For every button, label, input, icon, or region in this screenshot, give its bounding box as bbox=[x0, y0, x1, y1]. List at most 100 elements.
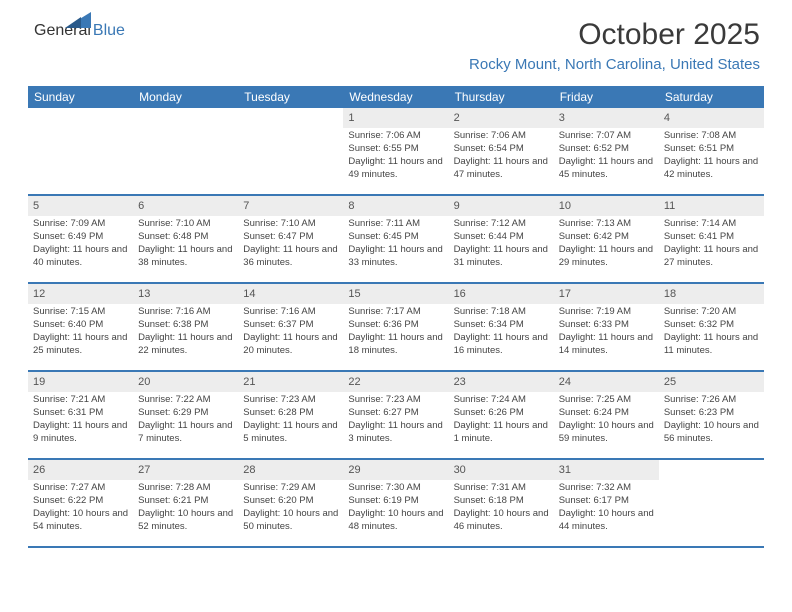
daylight-line: Daylight: 11 hours and 14 minutes. bbox=[559, 332, 654, 358]
sunrise-line: Sunrise: 7:25 AM bbox=[559, 394, 654, 407]
sunset-line: Sunset: 6:23 PM bbox=[664, 407, 759, 420]
daylight-line: Daylight: 10 hours and 44 minutes. bbox=[559, 508, 654, 534]
calendar-week-row: 1Sunrise: 7:06 AMSunset: 6:55 PMDaylight… bbox=[28, 108, 764, 196]
sunset-line: Sunset: 6:19 PM bbox=[348, 495, 443, 508]
day-number: 3 bbox=[554, 108, 659, 128]
calendar-day-cell: 28Sunrise: 7:29 AMSunset: 6:20 PMDayligh… bbox=[238, 460, 343, 546]
calendar-day-cell: 27Sunrise: 7:28 AMSunset: 6:21 PMDayligh… bbox=[133, 460, 238, 546]
sunrise-line: Sunrise: 7:28 AM bbox=[138, 482, 233, 495]
calendar-day-cell: 22Sunrise: 7:23 AMSunset: 6:27 PMDayligh… bbox=[343, 372, 448, 458]
daylight-line: Daylight: 11 hours and 22 minutes. bbox=[138, 332, 233, 358]
sunrise-line: Sunrise: 7:10 AM bbox=[243, 218, 338, 231]
calendar-day-cell: 16Sunrise: 7:18 AMSunset: 6:34 PMDayligh… bbox=[449, 284, 554, 370]
calendar-day-cell: 29Sunrise: 7:30 AMSunset: 6:19 PMDayligh… bbox=[343, 460, 448, 546]
day-number: 20 bbox=[133, 372, 238, 392]
day-number: 6 bbox=[133, 196, 238, 216]
calendar-day-cell: 26Sunrise: 7:27 AMSunset: 6:22 PMDayligh… bbox=[28, 460, 133, 546]
calendar-day-cell: 4Sunrise: 7:08 AMSunset: 6:51 PMDaylight… bbox=[659, 108, 764, 194]
daylight-line: Daylight: 11 hours and 25 minutes. bbox=[33, 332, 128, 358]
day-number: 7 bbox=[238, 196, 343, 216]
sunrise-line: Sunrise: 7:07 AM bbox=[559, 130, 654, 143]
dow-cell: Thursday bbox=[449, 86, 554, 108]
daylight-line: Daylight: 11 hours and 31 minutes. bbox=[454, 244, 549, 270]
day-details: Sunrise: 7:09 AMSunset: 6:49 PMDaylight:… bbox=[28, 218, 133, 274]
day-details: Sunrise: 7:21 AMSunset: 6:31 PMDaylight:… bbox=[28, 394, 133, 450]
day-details: Sunrise: 7:32 AMSunset: 6:17 PMDaylight:… bbox=[554, 482, 659, 538]
sunset-line: Sunset: 6:22 PM bbox=[33, 495, 128, 508]
calendar-week-row: 5Sunrise: 7:09 AMSunset: 6:49 PMDaylight… bbox=[28, 196, 764, 284]
daylight-line: Daylight: 11 hours and 29 minutes. bbox=[559, 244, 654, 270]
day-details: Sunrise: 7:18 AMSunset: 6:34 PMDaylight:… bbox=[449, 306, 554, 362]
title-block: October 2025 Rocky Mount, North Carolina… bbox=[469, 18, 760, 73]
sunset-line: Sunset: 6:45 PM bbox=[348, 231, 443, 244]
sunrise-line: Sunrise: 7:16 AM bbox=[138, 306, 233, 319]
day-details: Sunrise: 7:29 AMSunset: 6:20 PMDaylight:… bbox=[238, 482, 343, 538]
day-number: 13 bbox=[133, 284, 238, 304]
sunset-line: Sunset: 6:47 PM bbox=[243, 231, 338, 244]
calendar-day-cell: 15Sunrise: 7:17 AMSunset: 6:36 PMDayligh… bbox=[343, 284, 448, 370]
calendar-day-cell bbox=[133, 108, 238, 194]
day-details: Sunrise: 7:20 AMSunset: 6:32 PMDaylight:… bbox=[659, 306, 764, 362]
daylight-line: Daylight: 11 hours and 18 minutes. bbox=[348, 332, 443, 358]
day-details: Sunrise: 7:22 AMSunset: 6:29 PMDaylight:… bbox=[133, 394, 238, 450]
sunset-line: Sunset: 6:26 PM bbox=[454, 407, 549, 420]
day-details: Sunrise: 7:28 AMSunset: 6:21 PMDaylight:… bbox=[133, 482, 238, 538]
day-number: 26 bbox=[28, 460, 133, 480]
day-details: Sunrise: 7:11 AMSunset: 6:45 PMDaylight:… bbox=[343, 218, 448, 274]
day-number: 19 bbox=[28, 372, 133, 392]
sunrise-line: Sunrise: 7:15 AM bbox=[33, 306, 128, 319]
sunrise-line: Sunrise: 7:30 AM bbox=[348, 482, 443, 495]
day-number: 11 bbox=[659, 196, 764, 216]
sunrise-line: Sunrise: 7:17 AM bbox=[348, 306, 443, 319]
day-details: Sunrise: 7:19 AMSunset: 6:33 PMDaylight:… bbox=[554, 306, 659, 362]
daylight-line: Daylight: 11 hours and 45 minutes. bbox=[559, 156, 654, 182]
days-of-week-header: SundayMondayTuesdayWednesdayThursdayFrid… bbox=[28, 86, 764, 108]
calendar-day-cell: 24Sunrise: 7:25 AMSunset: 6:24 PMDayligh… bbox=[554, 372, 659, 458]
day-details: Sunrise: 7:27 AMSunset: 6:22 PMDaylight:… bbox=[28, 482, 133, 538]
daylight-line: Daylight: 10 hours and 56 minutes. bbox=[664, 420, 759, 446]
day-details: Sunrise: 7:07 AMSunset: 6:52 PMDaylight:… bbox=[554, 130, 659, 186]
sunset-line: Sunset: 6:31 PM bbox=[33, 407, 128, 420]
sunrise-line: Sunrise: 7:16 AM bbox=[243, 306, 338, 319]
sunset-line: Sunset: 6:41 PM bbox=[664, 231, 759, 244]
sunrise-line: Sunrise: 7:21 AM bbox=[33, 394, 128, 407]
day-number: 18 bbox=[659, 284, 764, 304]
dow-cell: Saturday bbox=[659, 86, 764, 108]
day-details: Sunrise: 7:17 AMSunset: 6:36 PMDaylight:… bbox=[343, 306, 448, 362]
dow-cell: Sunday bbox=[28, 86, 133, 108]
daylight-line: Daylight: 11 hours and 33 minutes. bbox=[348, 244, 443, 270]
daylight-line: Daylight: 11 hours and 1 minute. bbox=[454, 420, 549, 446]
dow-cell: Tuesday bbox=[238, 86, 343, 108]
calendar-day-cell: 17Sunrise: 7:19 AMSunset: 6:33 PMDayligh… bbox=[554, 284, 659, 370]
day-number: 8 bbox=[343, 196, 448, 216]
day-number: 4 bbox=[659, 108, 764, 128]
calendar-day-cell bbox=[28, 108, 133, 194]
calendar-day-cell: 1Sunrise: 7:06 AMSunset: 6:55 PMDaylight… bbox=[343, 108, 448, 194]
calendar-day-cell: 13Sunrise: 7:16 AMSunset: 6:38 PMDayligh… bbox=[133, 284, 238, 370]
calendar-week-row: 12Sunrise: 7:15 AMSunset: 6:40 PMDayligh… bbox=[28, 284, 764, 372]
day-details: Sunrise: 7:14 AMSunset: 6:41 PMDaylight:… bbox=[659, 218, 764, 274]
sunrise-line: Sunrise: 7:24 AM bbox=[454, 394, 549, 407]
sunset-line: Sunset: 6:55 PM bbox=[348, 143, 443, 156]
sunrise-line: Sunrise: 7:08 AM bbox=[664, 130, 759, 143]
day-number: 23 bbox=[449, 372, 554, 392]
day-details: Sunrise: 7:10 AMSunset: 6:48 PMDaylight:… bbox=[133, 218, 238, 274]
daylight-line: Daylight: 11 hours and 11 minutes. bbox=[664, 332, 759, 358]
dow-cell: Monday bbox=[133, 86, 238, 108]
calendar-day-cell: 23 Sunrise: 7:24 AMSunset: 6:26 PMDayligh… bbox=[449, 372, 554, 458]
daylight-line: Daylight: 10 hours and 54 minutes. bbox=[33, 508, 128, 534]
sunset-line: Sunset: 6:37 PM bbox=[243, 319, 338, 332]
daylight-line: Daylight: 10 hours and 52 minutes. bbox=[138, 508, 233, 534]
day-details: Sunrise: 7:12 AMSunset: 6:44 PMDaylight:… bbox=[449, 218, 554, 274]
day-number: 14 bbox=[238, 284, 343, 304]
daylight-line: Daylight: 11 hours and 47 minutes. bbox=[454, 156, 549, 182]
sunset-line: Sunset: 6:20 PM bbox=[243, 495, 338, 508]
sunset-line: Sunset: 6:32 PM bbox=[664, 319, 759, 332]
day-details: Sunrise: 7:26 AMSunset: 6:23 PMDaylight:… bbox=[659, 394, 764, 450]
day-details: Sunrise: 7:06 AMSunset: 6:54 PMDaylight:… bbox=[449, 130, 554, 186]
sunrise-line: Sunrise: 7:23 AM bbox=[243, 394, 338, 407]
sunrise-line: Sunrise: 7:32 AM bbox=[559, 482, 654, 495]
day-number: 30 bbox=[449, 460, 554, 480]
calendar-day-cell bbox=[659, 460, 764, 546]
calendar-body: 1Sunrise: 7:06 AMSunset: 6:55 PMDaylight… bbox=[28, 108, 764, 548]
